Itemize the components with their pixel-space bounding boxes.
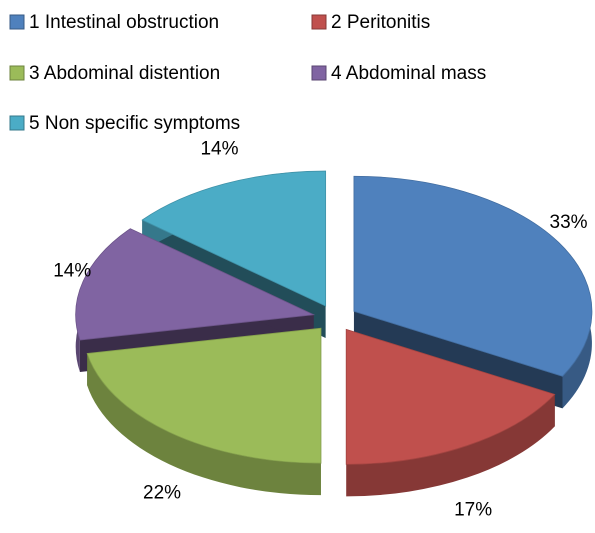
- slice-wall: [346, 394, 555, 497]
- legend-swatch: [9, 65, 25, 81]
- legend-label: 3 Abdominal distention: [29, 63, 220, 84]
- legend-label: 1 Intestinal obstruction: [29, 12, 219, 33]
- data-label: 14%: [53, 261, 91, 282]
- data-label: 33%: [550, 212, 588, 233]
- legend-swatch: [311, 65, 327, 81]
- data-label: 22%: [143, 483, 181, 504]
- legend-label: 5 Non specific symptoms: [29, 113, 240, 134]
- slice-top: [345, 328, 556, 465]
- legend-swatch: [9, 14, 25, 30]
- slice-top: [86, 327, 322, 464]
- slice-top: [353, 175, 593, 377]
- slice-top: [141, 170, 327, 307]
- data-label: 14%: [200, 138, 238, 159]
- slice-top: [75, 228, 316, 341]
- legend-swatch: [9, 115, 25, 131]
- slice-wall: [87, 353, 321, 496]
- pie-slice: [345, 328, 556, 497]
- legend-swatch: [311, 14, 327, 30]
- legend-label: 2 Peritonitis: [331, 12, 430, 33]
- legend-label: 4 Abdominal mass: [331, 63, 486, 84]
- pie-slice: [86, 327, 322, 496]
- data-label: 17%: [454, 499, 492, 520]
